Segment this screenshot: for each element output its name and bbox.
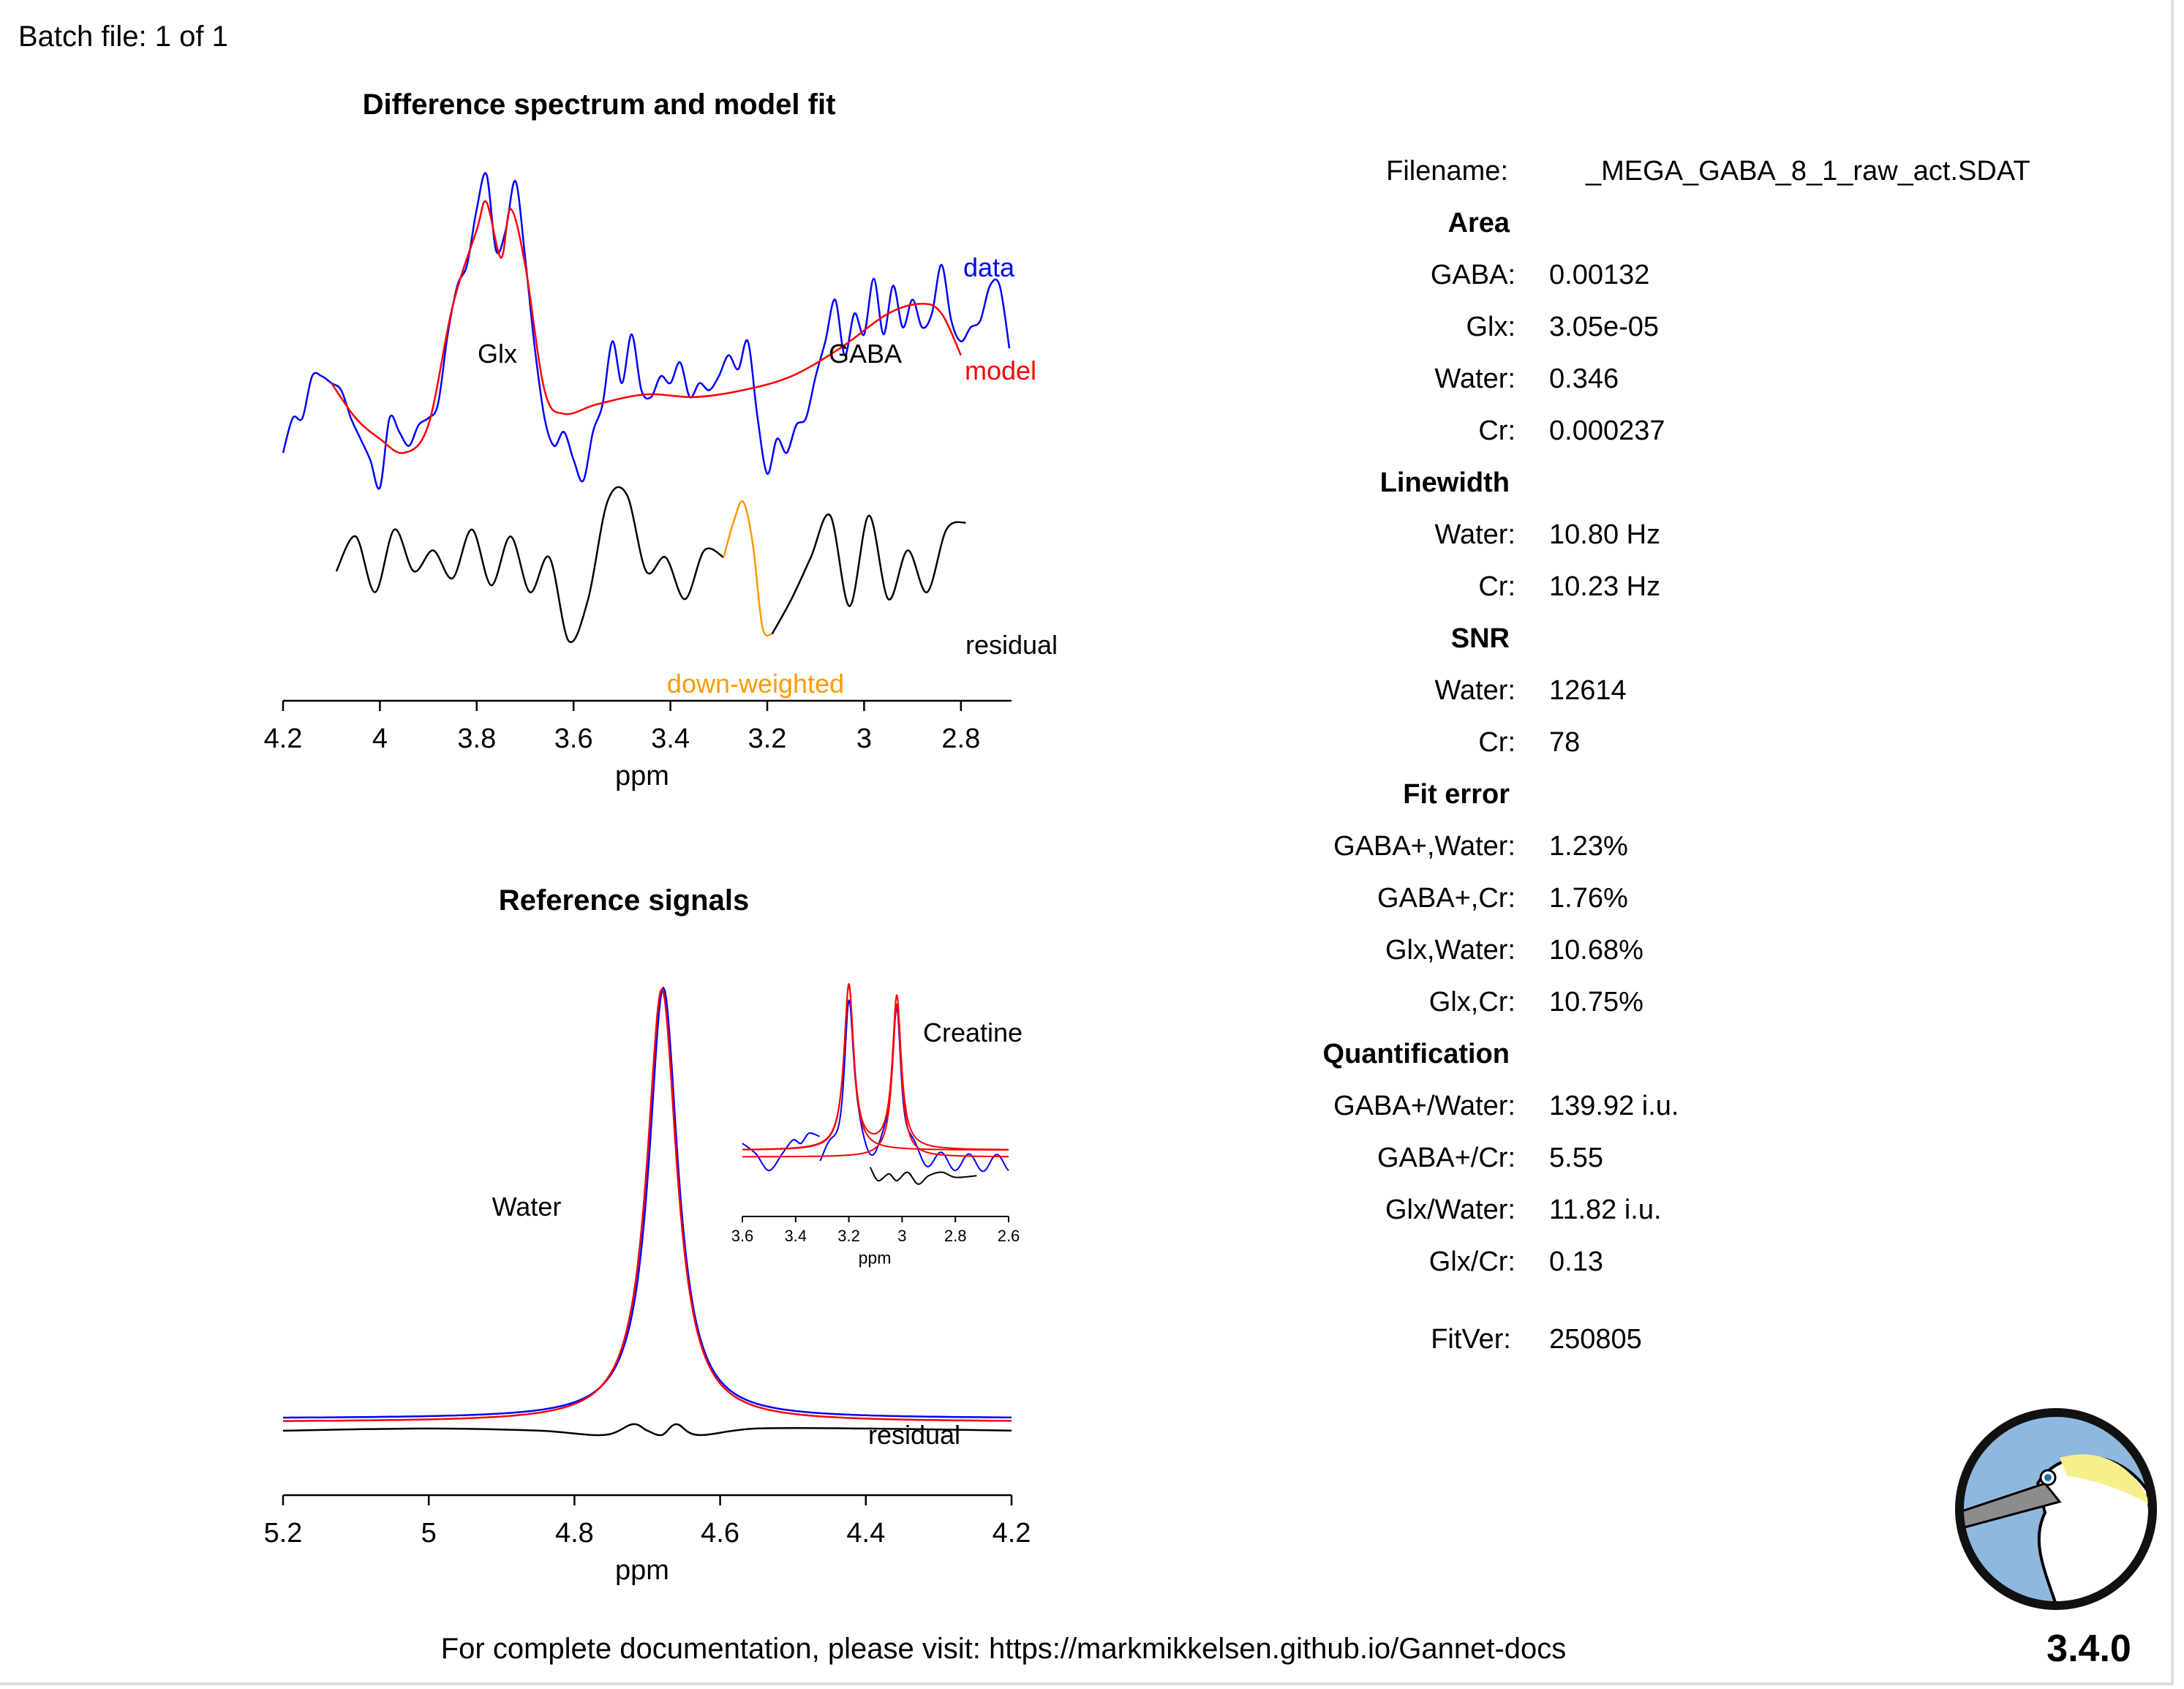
quantification-row-value: 139.92 i.u. — [1549, 1091, 1679, 1121]
water-residual-line — [282, 1423, 1012, 1437]
creatine-label: Creatine — [922, 1017, 1023, 1047]
snr-row-label: Cr: — [1478, 727, 1515, 758]
quantification-heading: Quantification — [1322, 1039, 1510, 1069]
fitver-label: FitVer: — [1431, 1324, 1511, 1355]
area-row-value: 3.05e-05 — [1549, 312, 1660, 342]
fit-error-row-value: 10.68% — [1549, 935, 1643, 966]
area-row-value: 0.000237 — [1549, 415, 1665, 446]
quantification-row-label: Glx/Cr: — [1428, 1246, 1515, 1277]
plot1-x-tick-label: 4.2 — [264, 723, 303, 754]
linewidth-row-label: Water: — [1434, 519, 1516, 550]
x-axis-label-1: ppm — [615, 761, 669, 791]
difference-spectrum-title: Difference spectrum and model fit — [362, 89, 836, 121]
inset-residual-line — [869, 1167, 977, 1185]
inset-x-tick-label: 3.4 — [785, 1227, 807, 1245]
gannet-logo — [1955, 1408, 2157, 1610]
fitver-value: 250805 — [1549, 1324, 1642, 1355]
quantification-row-label: GABA+/Water: — [1333, 1091, 1515, 1121]
reference-residual-label: residual — [867, 1420, 961, 1450]
snr-heading: SNR — [1450, 623, 1510, 654]
area-row-label: GABA: — [1430, 260, 1515, 290]
plot2-x-tick-label: 4.8 — [555, 1518, 594, 1549]
plot1-x-tick-label: 3.8 — [457, 723, 496, 754]
x-axis-label-2: ppm — [615, 1555, 669, 1586]
fit-error-row-label: Glx,Cr: — [1428, 987, 1515, 1017]
inset-x-axis-label: ppm — [858, 1248, 892, 1268]
plot2-x-tick-label: 5.2 — [264, 1518, 303, 1549]
fit-error-heading: Fit error — [1403, 779, 1510, 810]
linewidth-heading: Linewidth — [1379, 467, 1510, 498]
water-label: Water — [492, 1192, 562, 1222]
glx-label: Glx — [478, 339, 517, 369]
plot1-x-tick-label: 3.4 — [651, 723, 690, 754]
snr-row-value: 78 — [1549, 727, 1581, 758]
gaba-label: GABA — [828, 339, 903, 369]
fit-error-row-label: Glx,Water: — [1385, 935, 1515, 966]
snr-row-value: 12614 — [1549, 675, 1627, 706]
version-label: 3.4.0 — [2046, 1628, 2131, 1670]
inset-creatine-component-line — [742, 1003, 1009, 1158]
inset-x-tick-label: 2.6 — [998, 1227, 1020, 1245]
quantification-row-value: 11.82 i.u. — [1549, 1195, 1662, 1225]
residual-series-line — [335, 486, 725, 644]
plot2-x-tick-label: 4.2 — [993, 1518, 1031, 1549]
fit-error-row-label: GABA+,Cr: — [1377, 883, 1515, 914]
down-weighted-label: down-weighted — [666, 669, 845, 699]
plot2-x-tick-label: 4.6 — [701, 1518, 739, 1549]
plot1-x-tick-label: 3.6 — [554, 723, 593, 754]
linewidth-row-value: 10.80 Hz — [1549, 519, 1661, 550]
inset-x-tick-label: 3.2 — [837, 1227, 860, 1245]
plot1-x-tick-label: 3.2 — [748, 723, 787, 754]
fit-error-row-value: 1.76% — [1549, 883, 1628, 914]
residual-downweighted-line — [723, 500, 773, 637]
model-legend-label: model — [964, 356, 1037, 385]
fit-error-row-label: GABA+,Water: — [1333, 831, 1515, 862]
plot2-x-tick-label: 4.4 — [846, 1518, 885, 1549]
plot2-x-tick-label: 5 — [421, 1518, 437, 1549]
data-series-line — [282, 172, 1011, 490]
data-legend-label: data — [963, 252, 1015, 282]
inset-x-tick-label: 3 — [897, 1227, 906, 1245]
inset-choline-component-line — [742, 985, 1009, 1151]
linewidth-row-label: Cr: — [1478, 571, 1515, 602]
quantification-row-value: 5.55 — [1549, 1143, 1603, 1173]
filename-label: Filename: — [1386, 156, 1508, 187]
filename-value: _MEGA_GABA_8_1_raw_act.SDAT — [1586, 156, 2030, 187]
documentation-footer: For complete documentation, please visit… — [440, 1633, 1567, 1665]
area-heading: Area — [1447, 208, 1510, 238]
snr-row-label: Water: — [1434, 675, 1516, 706]
inset-x-tick-label: 3.6 — [731, 1227, 754, 1245]
plot1-x-tick-label: 2.8 — [941, 723, 980, 754]
residual-label: residual — [965, 630, 1058, 660]
batch-label: Batch file: 1 of 1 — [18, 20, 228, 53]
area-row-label: Cr: — [1478, 415, 1515, 446]
water-data-line — [283, 986, 1012, 1419]
linewidth-row-value: 10.23 Hz — [1549, 571, 1661, 602]
inset-data-baseline-line — [742, 1132, 820, 1172]
fit-error-row-value: 10.75% — [1549, 987, 1643, 1017]
plot1-x-tick-label: 4 — [372, 723, 388, 754]
area-row-label: Glx: — [1466, 312, 1515, 342]
area-row-value: 0.346 — [1549, 364, 1619, 394]
plot1-x-tick-label: 3 — [856, 723, 872, 754]
inset-x-tick-label: 2.8 — [944, 1227, 967, 1245]
fit-error-row-value: 1.23% — [1549, 831, 1628, 862]
residual-series-line — [771, 513, 966, 635]
water-model-line — [283, 988, 1012, 1422]
inset-model-line — [742, 982, 1009, 1151]
model-series-line — [331, 200, 962, 454]
quantification-row-value: 0.13 — [1549, 1246, 1603, 1277]
area-row-value: 0.00132 — [1549, 260, 1650, 290]
quantification-row-label: GABA+/Cr: — [1377, 1143, 1515, 1173]
quantification-row-label: Glx/Water: — [1385, 1195, 1515, 1225]
area-row-label: Water: — [1434, 364, 1516, 394]
reference-signals-title: Reference signals — [498, 884, 750, 917]
